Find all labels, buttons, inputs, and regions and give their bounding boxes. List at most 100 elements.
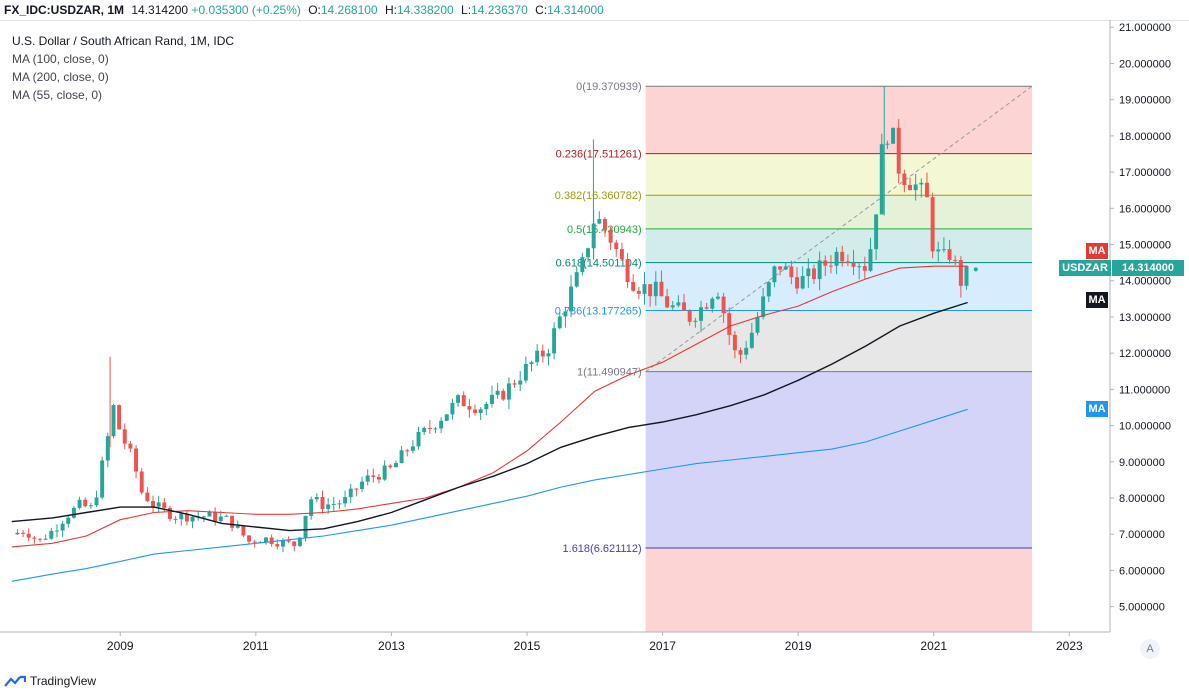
- price-tick-label: 18.000000: [1119, 131, 1171, 143]
- candle-body: [795, 277, 800, 289]
- candle-body: [456, 395, 461, 403]
- price-tick-label: 9.000000: [1119, 457, 1165, 469]
- candle-body: [134, 448, 139, 472]
- candle-body: [478, 409, 483, 414]
- candle-body: [26, 533, 31, 538]
- candle-body: [162, 502, 167, 508]
- candle-body: [930, 197, 935, 252]
- candle-body: [687, 310, 692, 322]
- fib-band: [645, 310, 1033, 372]
- symbol-header: FX_IDC:USDZAR, 1M 14.314200 +0.035300 (+…: [0, 0, 1189, 21]
- candle-body: [167, 507, 172, 519]
- candle-body: [38, 538, 43, 540]
- candle-body: [625, 259, 630, 282]
- price-tick-label: 17.000000: [1119, 167, 1171, 179]
- candle-body: [444, 414, 449, 421]
- fib-level-label: 0.236(17.511261): [556, 149, 642, 161]
- low-value: 14.236370: [471, 3, 528, 17]
- low-label: L:: [461, 3, 472, 17]
- candle-body: [156, 502, 161, 507]
- candle-body: [128, 443, 133, 449]
- candle-body: [360, 481, 365, 490]
- candle-body: [365, 475, 370, 482]
- candle-body: [586, 248, 590, 258]
- price-tick-label: 16.000000: [1119, 203, 1171, 215]
- candle-body: [179, 513, 184, 520]
- legend-ma-100[interactable]: MA (100, close, 0): [12, 52, 109, 66]
- candle-body: [371, 475, 376, 477]
- fib-band: [645, 228, 1033, 263]
- candle-body: [433, 428, 438, 430]
- tradingview-logo-icon: [4, 675, 26, 687]
- candle-body: [874, 214, 879, 250]
- candle-body: [314, 496, 319, 500]
- price-tick-label: 14.000000: [1119, 276, 1171, 288]
- candle-body: [789, 266, 794, 278]
- symbol-label[interactable]: FX_IDC:USDZAR, 1M: [4, 3, 125, 17]
- time-tick-label: 2023: [1056, 639, 1083, 653]
- candle-body: [416, 431, 421, 447]
- candle-body: [247, 535, 252, 542]
- candle-body: [529, 362, 534, 364]
- fib-level-label: 1.618(6.621112): [563, 543, 642, 555]
- candle-body: [151, 501, 155, 507]
- high-value: 14.338200: [396, 3, 454, 17]
- candle-body: [823, 260, 828, 266]
- candle-body: [117, 405, 122, 430]
- candle-body: [77, 499, 82, 508]
- candle-body: [941, 249, 946, 251]
- candle-body: [659, 281, 664, 297]
- candle-body: [201, 516, 206, 518]
- auto-scale-button[interactable]: A: [1140, 639, 1160, 659]
- candle-body: [902, 173, 907, 186]
- candle-body: [936, 249, 941, 252]
- candle-body: [896, 127, 901, 174]
- time-tick-label: 2013: [378, 639, 405, 653]
- candle-body: [642, 284, 647, 294]
- candle-body: [286, 540, 291, 542]
- candle-body: [100, 460, 105, 498]
- candle-body: [422, 427, 427, 432]
- candle-body: [218, 516, 223, 522]
- candle-body: [484, 403, 489, 410]
- candle-body: [207, 512, 212, 517]
- price-chart[interactable]: 0(19.370939) 0.236(17.511261) 0.382(16.360…: [0, 20, 1189, 671]
- candle-body: [506, 383, 511, 400]
- candle-body: [495, 390, 500, 395]
- price-tick-label: 21.000000: [1119, 22, 1171, 34]
- candle-body: [924, 182, 929, 198]
- moving-average-line: [11, 408, 968, 582]
- candle-body: [512, 383, 517, 385]
- time-tick-label: 2015: [514, 639, 541, 653]
- candle-body: [761, 296, 766, 318]
- candle-body: [619, 249, 624, 260]
- close-value: 14.314000: [547, 3, 604, 17]
- legend-ma-200[interactable]: MA (200, close, 0): [12, 70, 109, 84]
- tradingview-brand[interactable]: TradingView: [4, 671, 96, 691]
- last-price-marker: [973, 267, 978, 272]
- candle-body: [94, 497, 99, 506]
- candle-body: [744, 347, 749, 355]
- fib-level-lines: [645, 85, 1033, 549]
- candle-body: [15, 532, 20, 535]
- candle-body: [699, 307, 703, 321]
- candle-body: [230, 515, 235, 528]
- candle-body: [817, 260, 822, 280]
- legend-ma-55[interactable]: MA (55, close, 0): [12, 88, 103, 102]
- candle-body: [241, 525, 246, 536]
- price-tick-label: 11.000000: [1119, 384, 1170, 396]
- time-tick-label: 2009: [107, 639, 134, 653]
- candle-body: [111, 405, 116, 437]
- fib-band: [645, 86, 1033, 154]
- candle-body: [913, 184, 918, 191]
- candle-body: [518, 380, 523, 385]
- candle-body: [450, 402, 455, 415]
- candle-body: [732, 334, 737, 351]
- candle-body: [410, 446, 415, 451]
- fib-trend-line: [645, 85, 1033, 373]
- candle-body: [597, 218, 602, 224]
- brand-name: TradingView: [30, 674, 97, 688]
- candle-body: [857, 266, 862, 268]
- price-tick-label: 8.000000: [1119, 493, 1165, 505]
- close-label: C:: [535, 3, 548, 17]
